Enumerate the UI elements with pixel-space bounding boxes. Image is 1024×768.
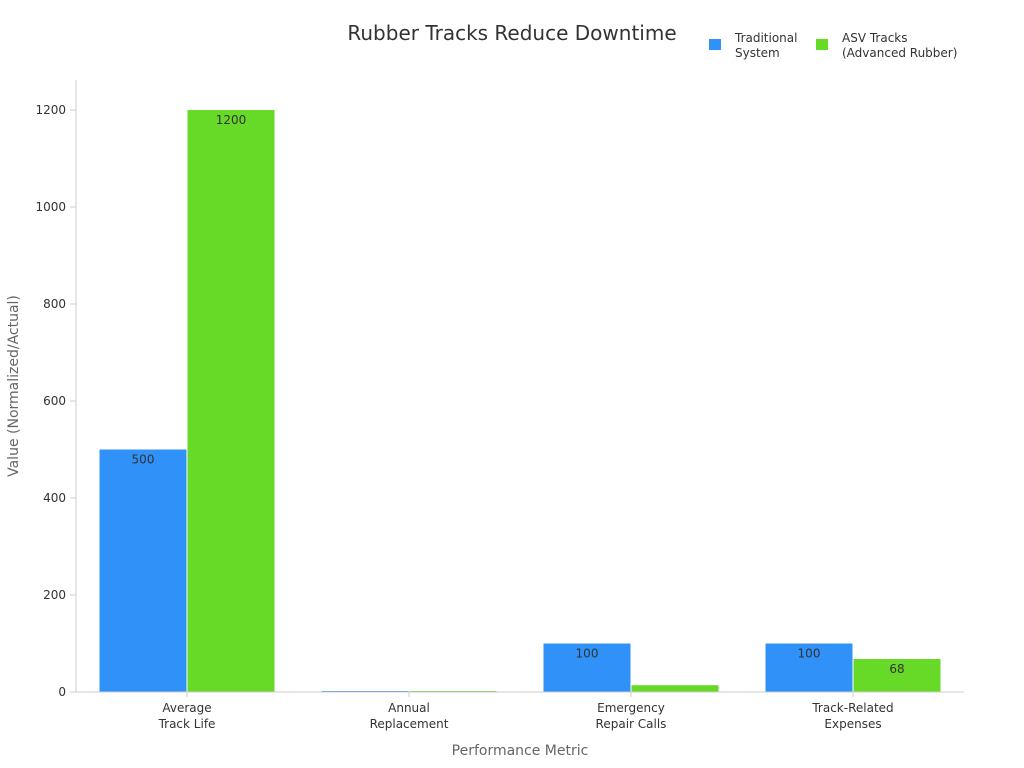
bar-series-0-cat-3 bbox=[765, 643, 853, 692]
y-tick-label: 1000 bbox=[35, 200, 66, 214]
bar-series-0-cat-0 bbox=[99, 449, 187, 692]
legend-label-0: Traditional System bbox=[734, 31, 797, 60]
data-label: 500 bbox=[132, 453, 155, 467]
x-tick-label: Average Track Life bbox=[158, 701, 216, 731]
legend-label-1: ASV Tracks (Advanced Rubber) bbox=[842, 31, 957, 60]
y-axis-title: Value (Normalized/Actual) bbox=[6, 295, 22, 477]
bar-series-0-cat-2 bbox=[543, 643, 631, 692]
legend-swatch-1 bbox=[816, 39, 828, 50]
y-axis-ticks: 0 200 400 600 800 1000 1200 bbox=[35, 103, 76, 699]
data-labels: 500 100 100 1200 68 bbox=[132, 113, 905, 676]
x-tick-label: Track-Related Expenses bbox=[811, 701, 893, 731]
legend-swatch-0 bbox=[709, 39, 721, 50]
bar-series-1-cat-0 bbox=[187, 110, 275, 692]
bar-series-1-cat-2 bbox=[631, 685, 719, 692]
bars bbox=[99, 110, 941, 692]
bar-series-1-cat-3 bbox=[853, 659, 941, 692]
chart-title: Rubber Tracks Reduce Downtime bbox=[347, 21, 676, 45]
x-axis-ticks: Average Track Life Annual Replacement Emerge… bbox=[158, 692, 894, 731]
y-tick-label: 600 bbox=[43, 394, 66, 408]
data-label: 1200 bbox=[216, 113, 247, 127]
data-label: 100 bbox=[576, 647, 599, 661]
y-tick-label: 200 bbox=[43, 588, 66, 602]
x-tick-label: Emergency Repair Calls bbox=[596, 701, 667, 731]
x-axis-title: Performance Metric bbox=[452, 743, 589, 759]
data-label: 100 bbox=[798, 647, 821, 661]
y-tick-label: 400 bbox=[43, 491, 66, 505]
y-tick-label: 800 bbox=[43, 297, 66, 311]
legend: Traditional System ASV Tracks (Advanced Rub… bbox=[709, 31, 957, 60]
data-label: 68 bbox=[889, 662, 904, 676]
x-tick-label: Annual Replacement bbox=[370, 701, 449, 731]
y-tick-label: 1200 bbox=[35, 103, 66, 117]
y-tick-label: 0 bbox=[58, 685, 66, 699]
